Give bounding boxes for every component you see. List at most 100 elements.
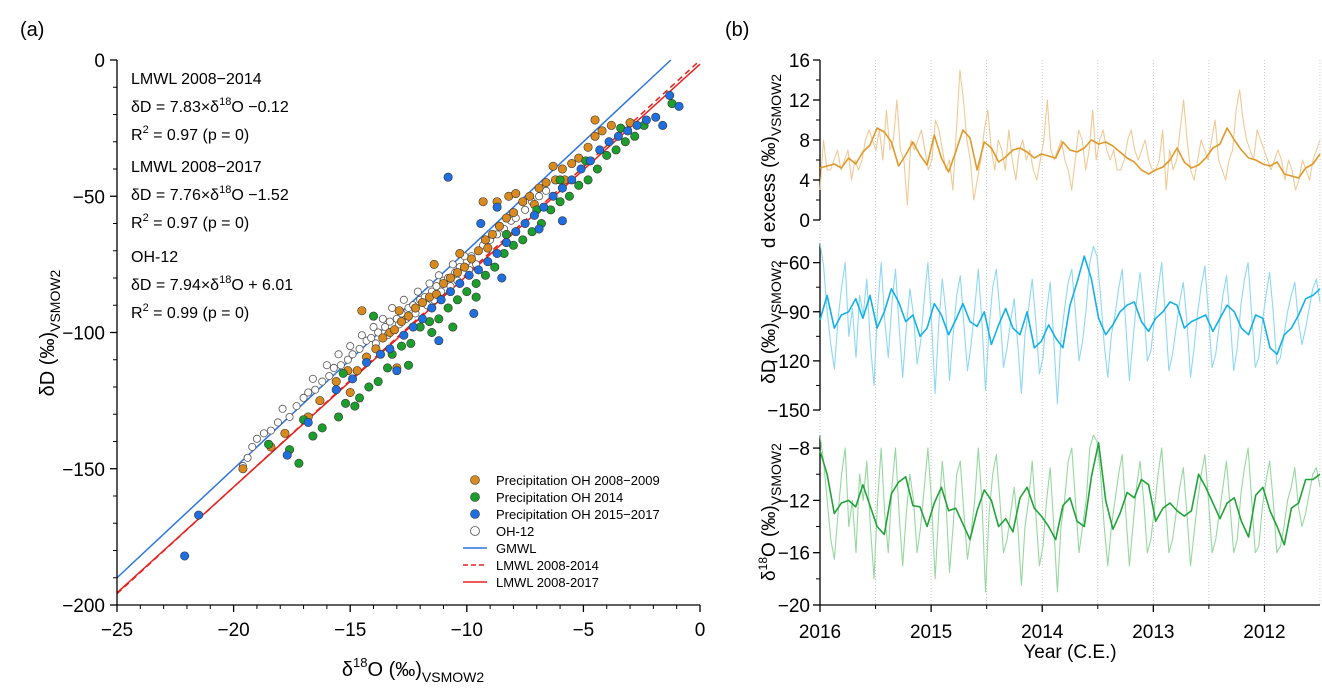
y-title-d18O-rest: O (‰) <box>759 505 780 557</box>
annotation-2-r2-a: R <box>131 215 143 232</box>
data-point-precipitation-oh-2015-2017 <box>501 238 511 248</box>
data-point-precipitation-oh-2014 <box>308 431 318 441</box>
data-point-precipitation-oh-2015-2017 <box>651 112 661 122</box>
data-point-oh-12 <box>334 350 343 359</box>
y-title-dD-sub: VSMOW2 <box>768 260 784 322</box>
data-point-precipitation-oh-2015-2017 <box>427 303 437 313</box>
data-point-precipitation-oh-2015-2017 <box>529 210 539 220</box>
data-point-precipitation-oh-2008-2009 <box>403 311 413 321</box>
y-tick-label-b: −20 <box>778 596 810 617</box>
data-point-oh-12 <box>336 361 345 370</box>
annotation-3-title: OH-12 <box>131 249 178 266</box>
data-point-precipitation-oh-2014 <box>397 341 407 351</box>
data-point-oh-12 <box>434 271 443 280</box>
data-point-oh-12 <box>325 372 334 381</box>
subplot-d18O: −20 −16 −12 −8 <box>778 434 1321 617</box>
annotation-1-r2: R2 = 0.97 (p = 0) <box>131 124 249 144</box>
x-axis-ticks-b: 2016 2015 2014 2013 2012 <box>799 605 1286 643</box>
data-point-precipitation-oh-2008-2009 <box>480 235 490 245</box>
data-point-precipitation-oh-2008-2009 <box>394 306 404 316</box>
data-point-precipitation-oh-2015-2017 <box>303 417 313 427</box>
data-point-precipitation-oh-2015-2017 <box>539 202 549 212</box>
data-point-oh-12 <box>385 317 394 326</box>
data-point-precipitation-oh-2008-2009 <box>508 208 518 218</box>
data-point-precipitation-oh-2014 <box>480 270 490 280</box>
annotation-1-title: LMWL 2008−2014 <box>131 71 262 88</box>
data-point-oh-12 <box>343 355 352 364</box>
data-point-oh-12 <box>381 323 390 332</box>
data-point-precipitation-oh-2014 <box>364 382 374 392</box>
data-point-precipitation-oh-2014 <box>341 398 351 408</box>
data-point-precipitation-oh-2015-2017 <box>492 202 502 212</box>
data-point-oh-12 <box>374 328 383 337</box>
panel-a-scatter-plot: (a) −200−150−100−500 −25 −20 −15 −10 −5 0 δD … <box>20 19 705 685</box>
legend-label: Precipitation OH 2014 <box>496 490 623 505</box>
data-point-precipitation-oh-2015-2017 <box>194 510 204 520</box>
annotation-2-r2-sup: 2 <box>143 212 149 224</box>
data-point-oh-12 <box>378 314 387 323</box>
subplot-d-excess: 0 4 8 12 16 <box>789 51 1321 232</box>
equation-annotations: LMWL 2008−2014 δD = 7.83×δ18O −0.12 R2 =… <box>131 71 293 322</box>
data-point-precipitation-oh-2008-2009 <box>518 197 528 207</box>
data-point-oh-12 <box>448 260 457 269</box>
data-point-precipitation-oh-2008-2009 <box>478 197 488 207</box>
annotation-1-r2-a: R <box>131 127 143 144</box>
x-tick-label: −5 <box>573 620 595 641</box>
y-title-d18O-main: δ <box>759 570 780 581</box>
data-point-precipitation-oh-2014 <box>317 423 327 433</box>
x-tick-label-b: 2012 <box>1243 622 1285 643</box>
data-point-precipitation-oh-2008-2009 <box>511 189 521 199</box>
data-point-precipitation-oh-2008-2009 <box>397 317 407 327</box>
data-point-oh-12 <box>348 350 357 359</box>
data-point-oh-12 <box>273 418 282 427</box>
legend-label: OH-12 <box>496 524 534 539</box>
data-point-precipitation-oh-2014 <box>443 303 453 313</box>
data-point-precipitation-oh-2014 <box>555 175 565 185</box>
data-point-precipitation-oh-2008-2009 <box>455 248 465 258</box>
y-tick-label-b: −150 <box>767 401 810 422</box>
data-point-precipitation-oh-2008-2009 <box>567 159 577 169</box>
y-tick-label: −100 <box>62 324 105 345</box>
data-point-precipitation-oh-2008-2009 <box>501 213 511 223</box>
data-point-precipitation-oh-2014 <box>334 412 344 422</box>
data-point-precipitation-oh-2014 <box>434 314 444 324</box>
scatter-points <box>180 90 684 561</box>
data-point-precipitation-oh-2014 <box>462 287 472 297</box>
y-title-d18O-sup: 18 <box>756 557 770 571</box>
data-point-precipitation-oh-2014 <box>630 131 640 141</box>
data-point-precipitation-oh-2015-2017 <box>445 287 455 297</box>
y-tick-label-b: −90 <box>778 303 810 324</box>
data-point-precipitation-oh-2014 <box>592 164 602 174</box>
data-point-precipitation-oh-2015-2017 <box>455 278 465 288</box>
annotation-3-r2-b: = 0.99 (p = 0) <box>149 305 250 322</box>
x-tick-label-b: 2014 <box>1021 622 1064 643</box>
data-point-precipitation-oh-2008-2009 <box>597 126 607 136</box>
series-monthly-0 <box>819 69 1321 206</box>
x-tick-label-b: 2016 <box>799 622 841 643</box>
y-tick-label: 0 <box>94 51 105 72</box>
data-point-oh-12 <box>304 388 313 397</box>
y-tick-label-b: 12 <box>789 91 810 112</box>
x-axis-title-sub: VSMOW2 <box>422 669 484 685</box>
data-point-precipitation-oh-2014 <box>611 145 621 155</box>
data-point-precipitation-oh-2008-2009 <box>452 268 462 278</box>
data-point-precipitation-oh-2008-2009 <box>494 221 504 231</box>
data-point-precipitation-oh-2008-2009 <box>417 298 427 308</box>
data-point-precipitation-oh-2014 <box>383 363 393 373</box>
y-title-d18O: δ18O (‰)VSMOW2 <box>756 443 784 581</box>
data-point-precipitation-oh-2015-2017 <box>674 101 684 111</box>
y-title-d18O-sub: VSMOW2 <box>768 443 784 505</box>
data-point-precipitation-oh-2014 <box>264 439 274 449</box>
data-point-precipitation-oh-2008-2009 <box>378 333 388 343</box>
x-tick-label: −15 <box>334 620 366 641</box>
data-point-oh-12 <box>266 426 275 435</box>
annotation-3-r2-sup: 2 <box>143 302 149 314</box>
data-point-precipitation-oh-2015-2017 <box>595 145 605 155</box>
x-tick-label: −20 <box>217 620 249 641</box>
data-point-precipitation-oh-2014 <box>471 278 481 288</box>
data-point-precipitation-oh-2008-2009 <box>541 178 551 188</box>
data-point-precipitation-oh-2015-2017 <box>180 551 190 561</box>
y-axis-title: δD (‰)VSMOW2 <box>37 269 63 396</box>
data-point-precipitation-oh-2008-2009 <box>525 191 535 201</box>
data-point-oh-12 <box>252 434 261 443</box>
